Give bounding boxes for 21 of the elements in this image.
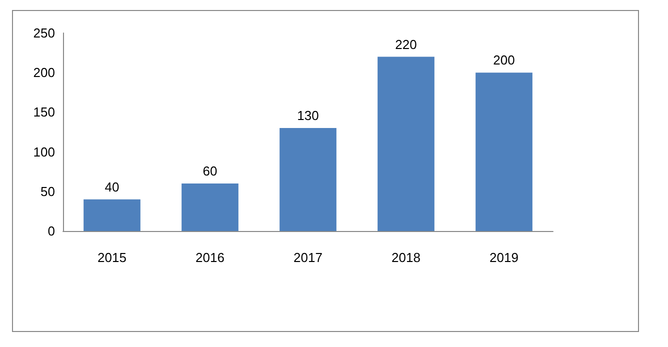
data-label: 40 (104, 179, 120, 194)
y-tick-label: 150 (33, 104, 55, 120)
bar (84, 199, 140, 231)
bar (182, 183, 238, 231)
x-tick-label: 2015 (98, 250, 126, 265)
y-tick-label: 250 (33, 26, 55, 40)
data-label: 60 (202, 163, 218, 178)
bar (280, 128, 336, 231)
x-tick-label: 2016 (196, 250, 224, 265)
bar (476, 72, 532, 231)
bar (378, 56, 434, 231)
x-tick-label: 2017 (294, 250, 322, 265)
y-tick-label: 100 (33, 144, 55, 160)
y-tick-label: 0 (48, 224, 55, 238)
data-label: 130 (297, 108, 319, 124)
data-label: 200 (493, 52, 515, 68)
y-tick-label: 50 (40, 184, 55, 199)
x-tick-label: 2019 (490, 250, 518, 265)
x-tick-label: 2018 (392, 250, 420, 265)
data-label: 220 (395, 36, 417, 52)
y-tick-label: 200 (33, 65, 55, 80)
